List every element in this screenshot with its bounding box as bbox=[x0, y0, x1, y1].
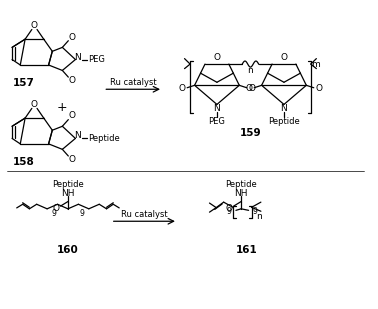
Text: n: n bbox=[256, 212, 262, 221]
Text: 161: 161 bbox=[236, 245, 257, 255]
Text: Peptide: Peptide bbox=[225, 180, 257, 189]
Text: O: O bbox=[69, 32, 76, 42]
Text: 157: 157 bbox=[12, 78, 34, 88]
Text: 158: 158 bbox=[12, 157, 34, 167]
Text: O: O bbox=[69, 155, 76, 164]
Text: O: O bbox=[214, 53, 220, 62]
Text: O: O bbox=[248, 84, 255, 93]
Text: O: O bbox=[69, 112, 76, 121]
Text: Ru catalyst: Ru catalyst bbox=[121, 210, 167, 219]
Text: 9: 9 bbox=[252, 207, 257, 216]
Text: 9: 9 bbox=[227, 207, 232, 216]
Text: Peptide: Peptide bbox=[52, 180, 84, 189]
Text: NH: NH bbox=[234, 188, 248, 197]
Text: N: N bbox=[74, 53, 81, 61]
Text: NH: NH bbox=[61, 188, 75, 197]
Text: Peptide: Peptide bbox=[88, 134, 120, 143]
Text: O: O bbox=[31, 21, 38, 30]
Text: O: O bbox=[179, 84, 186, 93]
Text: O: O bbox=[225, 204, 232, 213]
Text: O: O bbox=[246, 84, 253, 93]
Text: O: O bbox=[31, 99, 38, 109]
Text: 160: 160 bbox=[57, 245, 79, 255]
Text: Ru catalyst: Ru catalyst bbox=[110, 78, 156, 87]
Text: O: O bbox=[69, 76, 76, 85]
Text: O: O bbox=[280, 53, 288, 62]
Text: 159: 159 bbox=[240, 128, 261, 138]
Text: N: N bbox=[214, 104, 220, 113]
Text: N: N bbox=[74, 132, 81, 141]
Text: 9: 9 bbox=[79, 209, 84, 218]
Text: N: N bbox=[280, 104, 287, 113]
Text: O: O bbox=[52, 204, 59, 213]
Text: Peptide: Peptide bbox=[268, 116, 300, 126]
Text: m: m bbox=[311, 60, 320, 69]
Text: 9: 9 bbox=[52, 209, 57, 218]
Text: PEG: PEG bbox=[209, 116, 225, 126]
Text: PEG: PEG bbox=[88, 55, 105, 64]
Text: n: n bbox=[248, 66, 253, 75]
Text: +: + bbox=[57, 101, 68, 114]
Text: O: O bbox=[315, 84, 322, 93]
